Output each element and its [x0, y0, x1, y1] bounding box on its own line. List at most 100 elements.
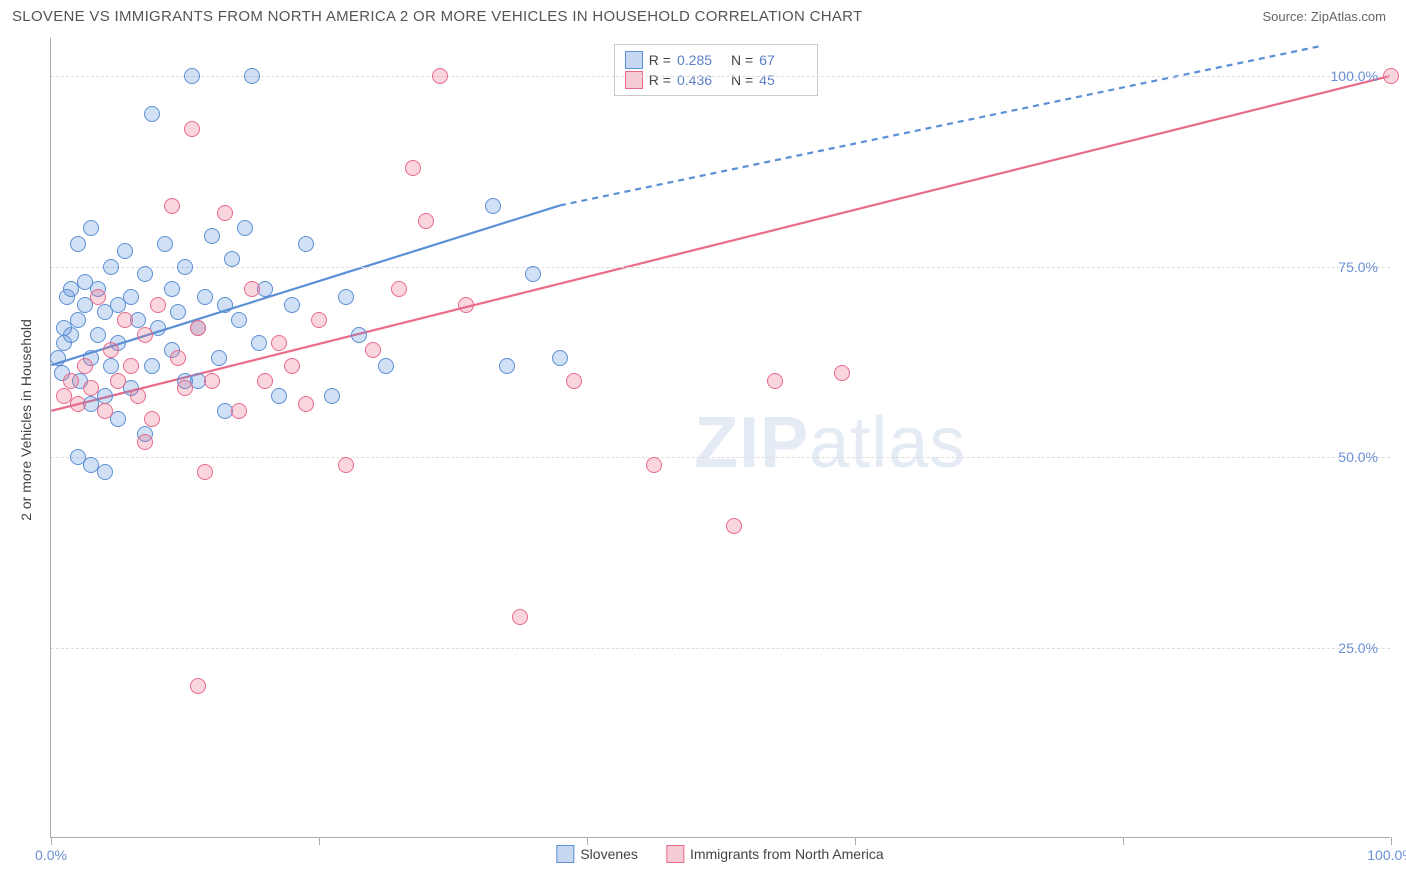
source-link[interactable]: ZipAtlas.com: [1311, 9, 1386, 24]
legend-series-name: Slovenes: [580, 846, 638, 862]
data-point: [77, 358, 93, 374]
data-point: [834, 365, 850, 381]
data-point: [1383, 68, 1399, 84]
data-point: [525, 266, 541, 282]
data-point: [646, 457, 662, 473]
data-point: [97, 464, 113, 480]
data-point: [177, 259, 193, 275]
watermark-zip: ZIP: [694, 403, 809, 483]
trendline: [51, 76, 1389, 411]
data-point: [90, 289, 106, 305]
data-point: [70, 312, 86, 328]
gridline: [51, 457, 1390, 458]
data-point: [458, 297, 474, 313]
data-point: [204, 228, 220, 244]
legend-n-value: 45: [759, 72, 807, 88]
data-point: [137, 327, 153, 343]
data-point: [217, 297, 233, 313]
data-point: [311, 312, 327, 328]
legend-row: R = 0.285 N = 67: [625, 50, 807, 70]
data-point: [103, 342, 119, 358]
data-point: [378, 358, 394, 374]
data-point: [298, 396, 314, 412]
data-point: [144, 106, 160, 122]
y-tick-label: 25.0%: [1338, 640, 1378, 656]
trendline: [51, 205, 560, 365]
data-point: [499, 358, 515, 374]
legend-r-value: 0.285: [677, 52, 725, 68]
data-point: [324, 388, 340, 404]
x-tick-label: 100.0%: [1367, 847, 1406, 863]
x-tick: [319, 837, 320, 845]
gridline: [51, 648, 1390, 649]
data-point: [164, 198, 180, 214]
data-point: [97, 388, 113, 404]
data-point: [512, 609, 528, 625]
data-point: [552, 350, 568, 366]
data-point: [566, 373, 582, 389]
data-point: [244, 68, 260, 84]
data-point: [63, 373, 79, 389]
data-point: [365, 342, 381, 358]
legend-series: Slovenes Immigrants from North America: [556, 844, 883, 864]
data-point: [103, 259, 119, 275]
source-prefix: Source:: [1262, 9, 1310, 24]
plot-area: ZIPatlas R = 0.285 N = 67 R = 0.436 N = …: [50, 38, 1390, 838]
legend-r-label: R =: [649, 52, 671, 68]
data-point: [184, 68, 200, 84]
data-point: [251, 335, 267, 351]
data-point: [123, 358, 139, 374]
chart-container: ZIPatlas R = 0.285 N = 67 R = 0.436 N = …: [50, 38, 1390, 838]
data-point: [338, 289, 354, 305]
gridline: [51, 267, 1390, 268]
data-point: [204, 373, 220, 389]
data-point: [211, 350, 227, 366]
data-point: [144, 358, 160, 374]
data-point: [418, 213, 434, 229]
data-point: [767, 373, 783, 389]
watermark: ZIPatlas: [694, 402, 966, 484]
data-point: [170, 304, 186, 320]
data-point: [90, 327, 106, 343]
legend-n-label: N =: [731, 72, 753, 88]
data-point: [70, 396, 86, 412]
source-attribution: Source: ZipAtlas.com: [1262, 9, 1386, 24]
data-point: [485, 198, 501, 214]
x-tick: [51, 837, 52, 845]
data-point: [137, 266, 153, 282]
data-point: [137, 434, 153, 450]
data-point: [70, 236, 86, 252]
data-point: [103, 358, 119, 374]
data-point: [231, 403, 247, 419]
y-tick-label: 75.0%: [1338, 259, 1378, 275]
legend-swatch: [666, 845, 684, 863]
data-point: [257, 373, 273, 389]
y-tick-label: 100.0%: [1331, 68, 1378, 84]
data-point: [391, 281, 407, 297]
data-point: [117, 312, 133, 328]
data-point: [110, 411, 126, 427]
y-axis-label: 2 or more Vehicles in Household: [18, 319, 34, 521]
data-point: [284, 297, 300, 313]
data-point: [130, 388, 146, 404]
legend-swatch: [625, 71, 643, 89]
data-point: [231, 312, 247, 328]
legend-n-label: N =: [731, 52, 753, 68]
legend-correlation: R = 0.285 N = 67 R = 0.436 N = 45: [614, 44, 818, 96]
data-point: [117, 243, 133, 259]
chart-title: SLOVENE VS IMMIGRANTS FROM NORTH AMERICA…: [12, 8, 862, 25]
data-point: [123, 289, 139, 305]
legend-swatch: [625, 51, 643, 69]
data-point: [244, 281, 260, 297]
trendlines-svg: [51, 38, 1390, 837]
chart-header: SLOVENE VS IMMIGRANTS FROM NORTH AMERICA…: [0, 0, 1406, 29]
legend-series-name: Immigrants from North America: [690, 846, 884, 862]
data-point: [224, 251, 240, 267]
data-point: [63, 327, 79, 343]
data-point: [97, 403, 113, 419]
legend-r-label: R =: [649, 72, 671, 88]
data-point: [110, 373, 126, 389]
data-point: [190, 678, 206, 694]
x-tick-label: 0.0%: [35, 847, 67, 863]
legend-series-item: Slovenes: [556, 844, 638, 864]
